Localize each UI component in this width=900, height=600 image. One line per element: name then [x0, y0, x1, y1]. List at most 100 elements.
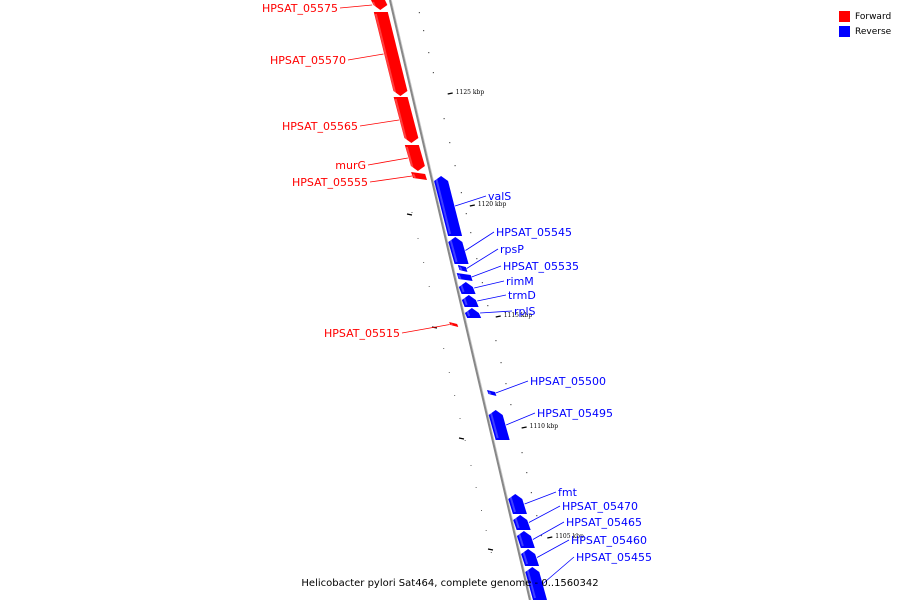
minor-tick [428, 52, 430, 54]
tick-label: 1110 kbp [530, 423, 559, 430]
gene-label-connector [367, 157, 408, 166]
minor-tick [490, 552, 492, 553]
gene-feature-shade [522, 550, 529, 565]
gene-label: fmt [558, 486, 578, 499]
gene-feature [487, 390, 497, 396]
major-tick [458, 437, 465, 440]
minor-tick [470, 465, 472, 466]
minor-tick [423, 262, 425, 263]
gene-label: HPSAT_05515 [324, 327, 400, 340]
minor-tick [487, 305, 489, 307]
gene-label: HPSAT_05565 [282, 120, 358, 133]
gene-feature [458, 282, 476, 294]
gene-label: rplS [514, 305, 536, 318]
gene-feature-shade [449, 238, 458, 263]
gene-feature-shade [462, 296, 468, 306]
minor-tick [470, 232, 472, 234]
gene-label: HPSAT_05545 [496, 226, 572, 239]
minor-tick [428, 286, 430, 287]
gene-feature [393, 97, 419, 143]
gene-label-connector [480, 310, 513, 314]
tick-marks: 1125 kbp 1120 kbp 1115 kbp 1110 kbp 1105 kbp [388, 0, 584, 600]
gene-label: valS [488, 190, 511, 203]
minor-tick [459, 418, 461, 419]
genome-backbone-shade [390, 0, 532, 600]
legend-label-forward: Forward [855, 11, 892, 22]
gene-label-connector [339, 4, 373, 9]
gene-label-connector [524, 491, 557, 505]
minor-tick [423, 30, 425, 32]
gene-label: HPSAT_05495 [537, 407, 613, 420]
gene-feature-shade [517, 532, 524, 547]
gene-labels: HPSAT_05575 HPSAT_05570 HPSAT_05565 murG HPS… [262, 2, 652, 584]
legend: Forward Reverse [839, 9, 891, 39]
tick-label: 1105 kbp [555, 533, 584, 540]
gene-feature-shade [509, 495, 516, 513]
major-tick [406, 213, 413, 216]
gene-label-connector [466, 248, 499, 269]
gene-feature [525, 567, 547, 600]
gene-feature [521, 549, 540, 566]
major-tick [495, 315, 501, 318]
gene-label: HPSAT_05460 [571, 534, 647, 547]
gene-feature [456, 273, 473, 281]
gene-label: HPSAT_05470 [562, 500, 638, 513]
gene-label: murG [335, 159, 366, 172]
minor-tick [417, 238, 419, 239]
gene-label: HPSAT_05570 [270, 54, 346, 67]
tick-label: 1115 kbp [504, 312, 533, 319]
major-tick [447, 92, 453, 95]
gene-feature-shade [459, 283, 465, 293]
genome-caption: Helicobacter pylori Sat464, complete gen… [301, 578, 599, 589]
minor-tick [418, 12, 420, 14]
genome-backbone [388, 0, 532, 600]
gene-feature [411, 172, 427, 180]
legend-swatch-forward [839, 11, 850, 22]
minor-tick [460, 192, 462, 194]
gene-feature [434, 176, 463, 236]
minor-tick [448, 372, 450, 373]
legend-swatch-reverse [839, 26, 850, 37]
gene-label: rimM [506, 275, 534, 288]
gene-feature-shade [488, 391, 492, 395]
minor-tick [540, 535, 543, 537]
gene-label-connector [465, 231, 495, 251]
minor-tick [475, 487, 477, 488]
gene-feature-shade [374, 13, 397, 95]
gene-label: trmD [508, 289, 536, 302]
gene-label-connector [506, 412, 536, 426]
major-tick [469, 204, 475, 207]
gene-feature [373, 12, 408, 96]
gene-label-connector [369, 175, 413, 183]
gene-label: HPSAT_05465 [566, 516, 642, 529]
minor-tick [432, 72, 434, 74]
gene-label-connector [347, 53, 384, 61]
gene-feature-shade [457, 274, 462, 280]
minor-tick [505, 383, 507, 385]
minor-tick [500, 362, 502, 364]
gene-feature [461, 295, 479, 307]
gene-feature [516, 531, 535, 548]
gene-label-connector [359, 119, 400, 127]
legend-item-reverse: Reverse [839, 24, 891, 39]
major-tick [487, 548, 494, 551]
gene-label: HPSAT_05535 [503, 260, 579, 273]
gene-label: HPSAT_05575 [262, 2, 338, 15]
gene-feature-shade [412, 173, 416, 179]
minor-tick [481, 510, 482, 511]
legend-item-forward: Forward [839, 9, 891, 24]
minor-tick [510, 404, 512, 406]
gene-feature [371, 0, 388, 10]
minor-tick [521, 452, 523, 454]
major-tick [521, 426, 527, 429]
gene-feature-shade [458, 266, 463, 271]
gene-feature-shade [489, 411, 499, 439]
tick-label: 1125 kbp [456, 89, 485, 96]
gene-feature-shade [372, 1, 377, 9]
gene-label-connector [542, 556, 575, 584]
gene-feature-shade [405, 146, 414, 170]
minor-tick [454, 395, 456, 396]
gene-label: HPSAT_05455 [576, 551, 652, 564]
gene-label-connector [536, 539, 570, 558]
